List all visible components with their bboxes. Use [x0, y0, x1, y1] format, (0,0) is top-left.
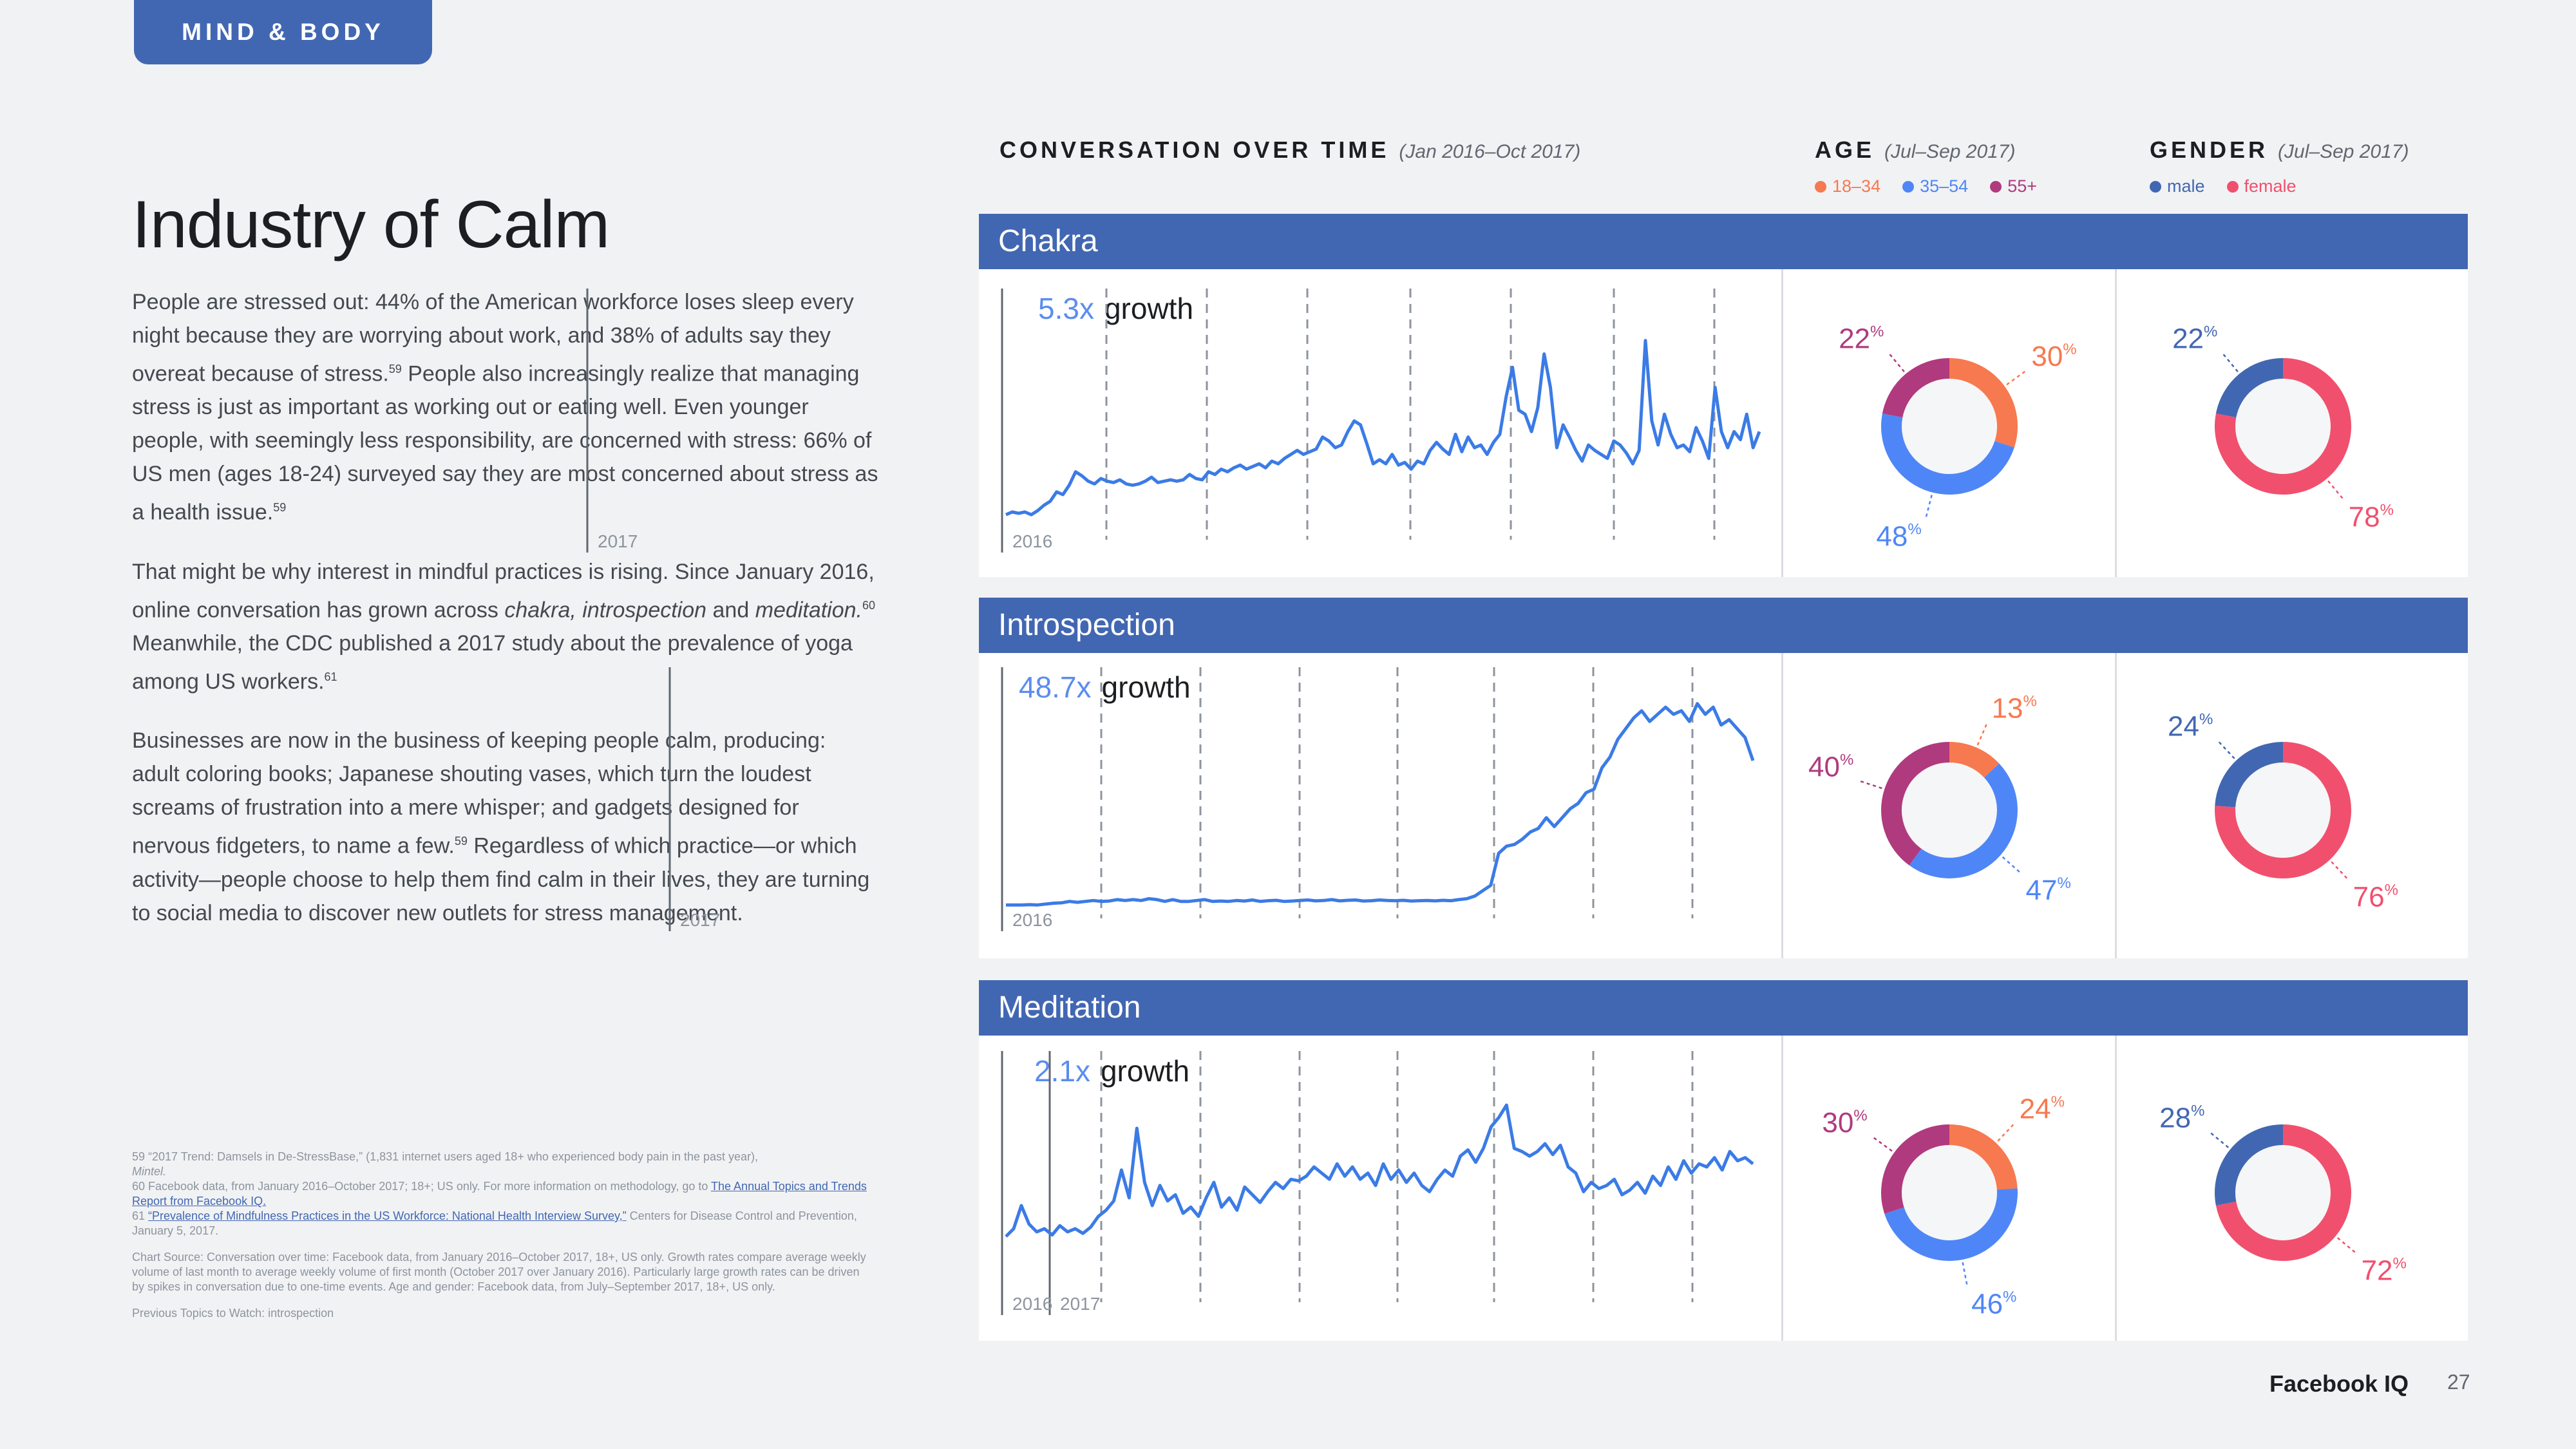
column-divider [2115, 269, 2117, 577]
gender-header-sub: (Jul–Sep 2017) [2278, 141, 2409, 162]
growth-label-chakra: 5.3x growth [1038, 291, 1193, 326]
legend-dot [1902, 181, 1915, 193]
growth-label-introspection: 48.7x growth [1019, 670, 1191, 705]
legend-dot [2150, 181, 2161, 193]
footnote-60-text: 60 Facebook data, from January 2016–Octo… [132, 1180, 712, 1193]
topic-panel-chakra [979, 269, 2468, 577]
topic-header-introspection: Introspection [979, 598, 2468, 653]
page-title: Industry of Calm [132, 187, 610, 262]
gender-header: GENDER (Jul–Sep 2017) [2150, 137, 2409, 164]
section-tab: MIND & BODY [134, 0, 432, 64]
paragraph-2: That might be why interest in mindful pr… [132, 555, 879, 699]
legend-item-18-34: 18–34 [1815, 176, 1880, 196]
paragraph-3-text-a: Businesses are now in the business of ke… [132, 728, 826, 858]
paragraph-3-text-b: Regardless of which practice—or which ac… [132, 833, 870, 925]
conversation-header-sub: (Jan 2016–Oct 2017) [1399, 141, 1581, 162]
age-header-title: AGE [1815, 137, 1875, 163]
column-divider [1781, 269, 1783, 577]
legend-dot [2226, 181, 2239, 193]
footer-brand: Facebook IQ [2269, 1370, 2409, 1397]
paragraph-2-italic: chakra, introspection [504, 597, 707, 622]
legend-dot [1815, 181, 1826, 193]
chart-source: Chart Source: Conversation over time: Fa… [132, 1251, 866, 1293]
footnote-59-text: 59 “2017 Trend: Damsels in De-StressBase… [132, 1150, 759, 1163]
legend-label: 18–34 [1832, 176, 1881, 196]
growth-word: growth [1101, 670, 1191, 704]
legend-label: female [2244, 176, 2297, 196]
paragraph-1-text-a: People are stressed out: 44% of the Amer… [132, 290, 854, 386]
column-divider [2115, 653, 2117, 958]
conversation-header: CONVERSATION OVER TIME (Jan 2016–Oct 201… [999, 137, 1580, 164]
paragraph-2-text-c: Meanwhile, the CDC published a 2017 stud… [132, 630, 853, 694]
age-header-sub: (Jul–Sep 2017) [1884, 141, 2016, 162]
conversation-header-title: CONVERSATION OVER TIME [999, 137, 1390, 163]
column-divider [1781, 1036, 1783, 1341]
column-divider [2115, 1036, 2117, 1341]
gender-legend: male female [2150, 176, 2297, 196]
growth-value: 5.3x [1038, 292, 1094, 325]
topic-panel-meditation [979, 1036, 2468, 1341]
footnote-ref: 59 [454, 835, 468, 848]
paragraph-2-italic-2: meditation. [755, 597, 863, 622]
topic-header-meditation: Meditation [979, 980, 2468, 1036]
body-text: People are stressed out: 44% of the Amer… [132, 285, 879, 956]
page-number: 27 [2447, 1370, 2470, 1394]
paragraph-2-text-b: and [706, 597, 755, 622]
growth-label-meditation: 2.1x growth [1034, 1054, 1189, 1088]
paragraph-2-text-a: That might be why interest in mindful pr… [132, 559, 875, 622]
footnote-61-link[interactable]: “Prevalence of Mindfulness Practices in … [148, 1209, 627, 1222]
legend-label: 55+ [2007, 176, 2037, 196]
legend-item-35-54: 35–54 [1902, 176, 1968, 196]
footnote-59-source: Mintel. [132, 1165, 167, 1178]
footnote-59: 59 “2017 Trend: Damsels in De-StressBase… [132, 1150, 873, 1238]
legend-item-female: female [2226, 176, 2297, 196]
topic-panel-introspection [979, 653, 2468, 958]
legend-label: male [2167, 176, 2205, 196]
growth-word: growth [1100, 1054, 1190, 1088]
footnote-61-text: Centers for Disease Control and Preventi… [132, 1209, 857, 1237]
paragraph-3: Businesses are now in the business of ke… [132, 724, 879, 929]
previous-topics: Previous Topics to Watch: introspection [132, 1307, 334, 1320]
paragraph-1: People are stressed out: 44% of the Amer… [132, 285, 879, 529]
age-header: AGE (Jul–Sep 2017) [1815, 137, 2016, 164]
footnote-60-link[interactable]: The Annual Topics and Trends Report from… [132, 1180, 867, 1208]
footnote-61-num: 61 [132, 1209, 149, 1222]
column-divider [1781, 653, 1783, 958]
footnotes: 59 “2017 Trend: Damsels in De-StressBase… [132, 1150, 873, 1332]
growth-word: growth [1104, 292, 1194, 325]
footnote-ref: 59 [273, 501, 287, 515]
footnote-ref: 61 [324, 670, 337, 683]
topic-header-chakra: Chakra [979, 214, 2468, 269]
footnote-ref: 60 [862, 598, 876, 612]
legend-item-male: male [2150, 176, 2205, 196]
age-legend: 18–34 35–54 55+ [1815, 176, 2037, 196]
growth-value: 48.7x [1019, 670, 1092, 704]
footnote-ref: 59 [388, 363, 402, 375]
legend-label: 35–54 [1920, 176, 1969, 196]
growth-value: 2.1x [1034, 1054, 1090, 1088]
paragraph-1-text-b: People also increasingly realize that ma… [132, 361, 878, 525]
gender-header-title: GENDER [2150, 137, 2269, 163]
legend-item-55-plus: 55+ [1990, 176, 2037, 196]
legend-dot [1990, 181, 2002, 193]
